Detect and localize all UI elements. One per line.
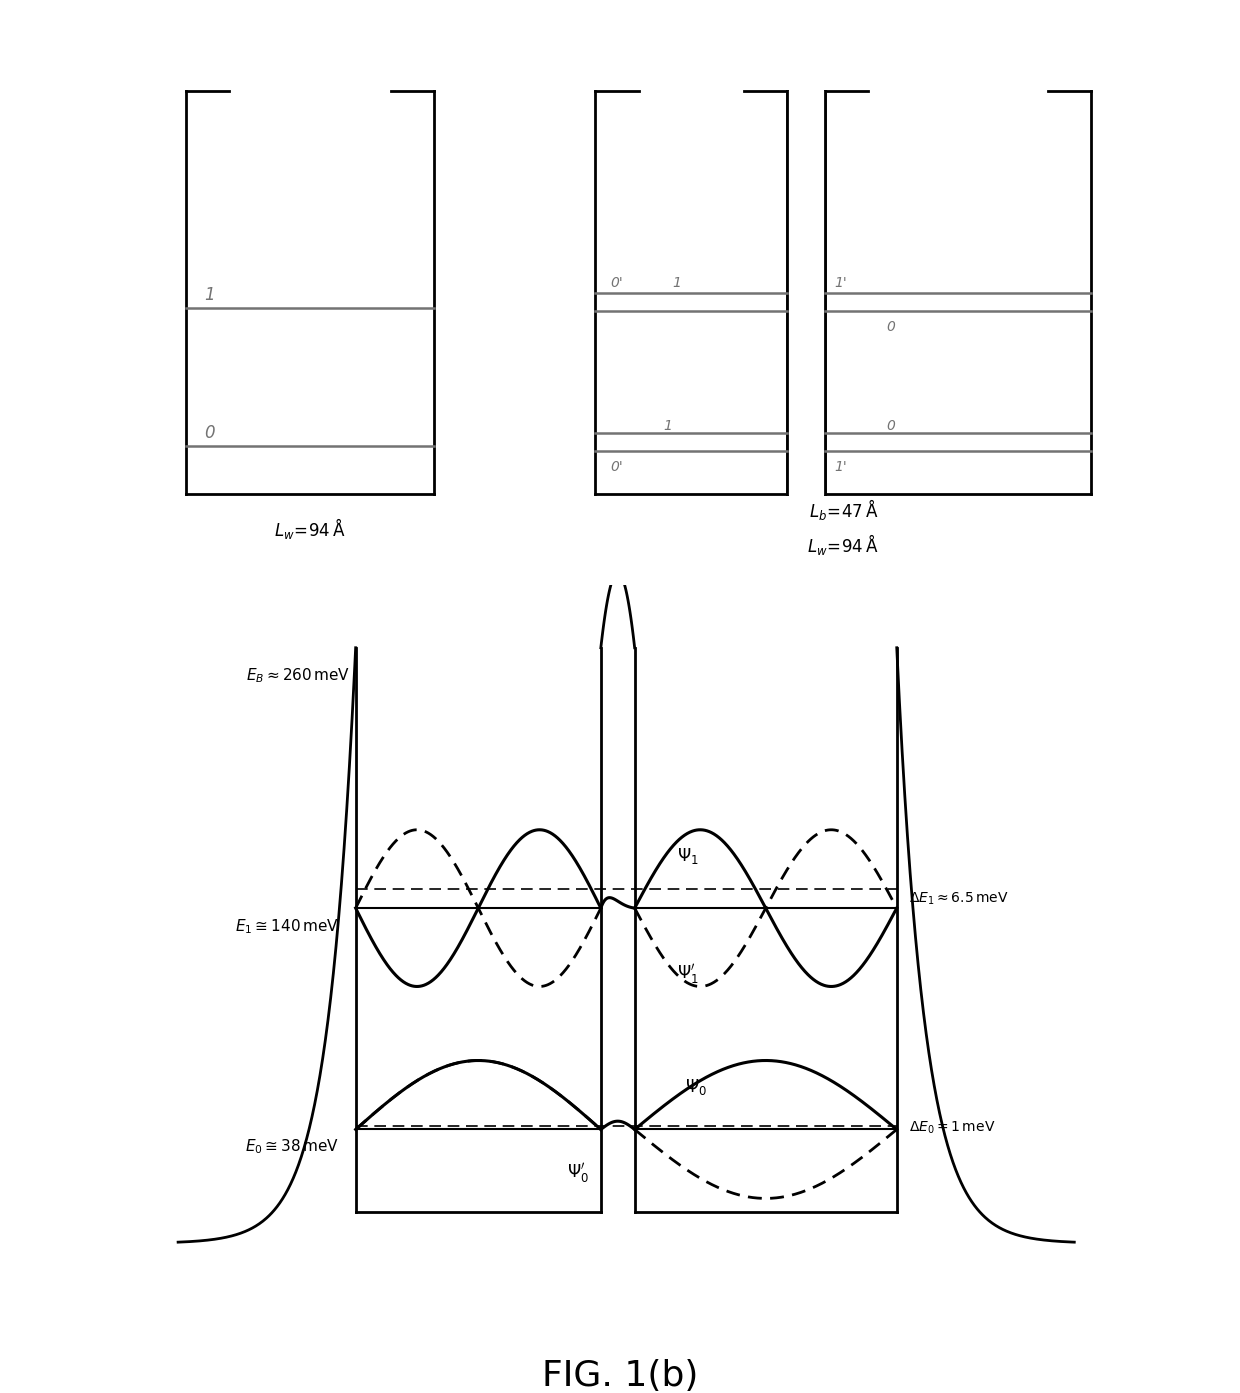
Text: $E_B \approx 260\,\mathrm{meV}$: $E_B \approx 260\,\mathrm{meV}$ — [246, 667, 350, 685]
Text: 0: 0 — [887, 320, 895, 334]
Text: $L_w\!=\!94\,\mathrm{\AA}$: $L_w\!=\!94\,\mathrm{\AA}$ — [274, 515, 346, 540]
Text: 0': 0' — [610, 276, 622, 290]
Text: $\Psi_1'$: $\Psi_1'$ — [677, 963, 698, 986]
Text: $E_0 \cong 38\,\mathrm{meV}$: $E_0 \cong 38\,\mathrm{meV}$ — [244, 1137, 339, 1156]
Text: 0: 0 — [887, 419, 895, 433]
Text: $L_b\!=\!47\,\mathrm{\AA}$: $L_b\!=\!47\,\mathrm{\AA}$ — [808, 497, 878, 522]
Text: $E_1 \cong 140\,\mathrm{meV}$: $E_1 \cong 140\,\mathrm{meV}$ — [236, 918, 339, 936]
Text: $\Psi_1$: $\Psi_1$ — [677, 846, 698, 866]
Text: FIG. 1(b): FIG. 1(b) — [542, 1360, 698, 1393]
Text: 1': 1' — [835, 461, 847, 475]
Text: $\Delta E_1 \approx 6.5\,\mathrm{meV}$: $\Delta E_1 \approx 6.5\,\mathrm{meV}$ — [909, 890, 1009, 907]
Text: $\Delta E_0 = 1\,\mathrm{meV}$: $\Delta E_0 = 1\,\mathrm{meV}$ — [909, 1120, 996, 1135]
Text: $L_w\!=\!94\,\mathrm{\AA}$: $L_w\!=\!94\,\mathrm{\AA}$ — [807, 532, 879, 557]
Text: $\Psi_0$: $\Psi_0$ — [686, 1077, 707, 1096]
Text: 0: 0 — [205, 423, 216, 442]
Text: $\Psi_0'$: $\Psi_0'$ — [567, 1162, 589, 1185]
Text: 1: 1 — [205, 287, 216, 305]
Text: 0': 0' — [610, 461, 622, 475]
Text: 1: 1 — [672, 276, 681, 290]
Text: 1': 1' — [835, 276, 847, 290]
Text: 1: 1 — [663, 419, 672, 433]
